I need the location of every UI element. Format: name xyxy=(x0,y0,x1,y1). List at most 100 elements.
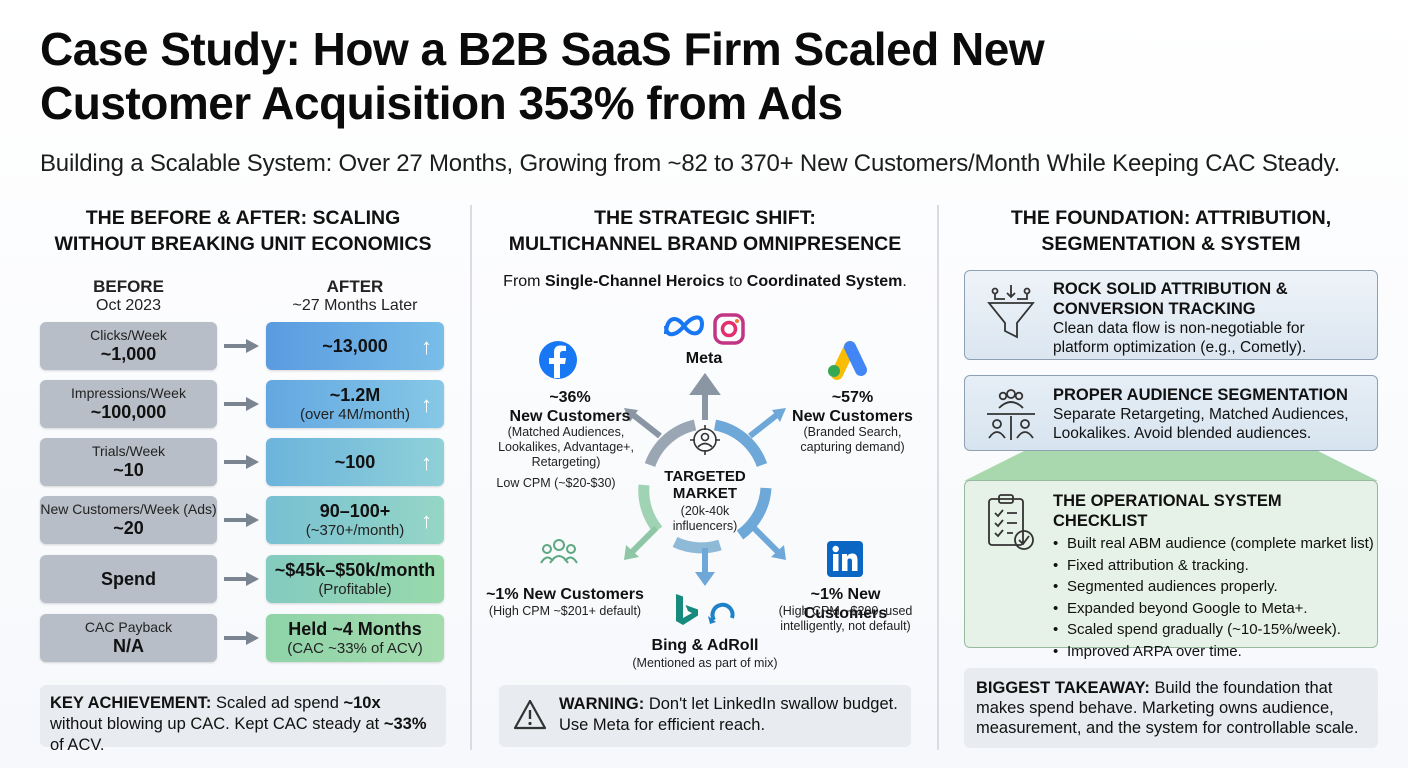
center-sub-1: (20k-40k xyxy=(680,504,730,518)
key-text-3: of ACV. xyxy=(50,736,105,754)
facebook-details: (Matched Audiences, Lookalikes, Advantag… xyxy=(486,425,646,470)
adroll-icon xyxy=(708,602,735,624)
ring-segment xyxy=(644,419,697,468)
g-pct: ~57% xyxy=(831,389,874,406)
arrow-right-icon xyxy=(224,455,259,469)
metric-label: New Customers/Week (Ads) xyxy=(40,501,217,517)
warning-icon xyxy=(513,699,547,730)
fb-cpm: Low CPM (~$20-$30) xyxy=(496,476,616,490)
segmentation-panel: PROPER AUDIENCE SEGMENTATION Separate Re… xyxy=(964,375,1378,451)
right-column-heading: THE FOUNDATION: ATTRIBUTION, SEGMENTATIO… xyxy=(964,205,1378,257)
panel-connector xyxy=(964,451,1378,481)
warning-label: WARNING: xyxy=(559,695,645,713)
arrow-down-left xyxy=(629,525,659,555)
after-impressions: ~1.2M (over 4M/month) ↑ xyxy=(266,380,444,428)
before-value: Spend xyxy=(100,568,156,589)
checklist-item: Built real ABM audience (complete market… xyxy=(1053,533,1375,555)
fb-sub-2: Lookalikes, Advantage+, xyxy=(498,440,634,454)
divider-left xyxy=(470,205,472,750)
after-value: ~$45k–$50k/month xyxy=(274,560,436,580)
p1-text-2: platform optimization (e.g., Cometly). xyxy=(1053,339,1307,356)
arrow-up-icon: ↑ xyxy=(421,334,432,359)
center-sub-2: influencers) xyxy=(672,519,738,533)
meta-logo-icon xyxy=(664,315,705,337)
after-sub: (Profitable) xyxy=(318,581,392,598)
bing-icon xyxy=(676,594,698,625)
arrow-right-icon xyxy=(224,513,259,527)
arrow-right-icon xyxy=(224,339,259,353)
arrow-right-icon xyxy=(224,631,259,645)
p1-title-1: ROCK SOLID ATTRIBUTION & xyxy=(1053,280,1288,298)
metric-label: Clicks/Week xyxy=(90,327,167,343)
metric-label: Trials/Week xyxy=(91,443,166,459)
channel-hub-diagram xyxy=(624,372,786,586)
key-achievement-label: KEY ACHIEVEMENT: xyxy=(50,694,212,712)
sub-post: . xyxy=(902,273,907,290)
before-value: N/A xyxy=(113,636,144,656)
ring-segment xyxy=(713,419,768,468)
g-title: New Customers xyxy=(792,408,913,425)
clipboard-check-icon xyxy=(988,494,1034,550)
before-trials: Trials/Week ~10 xyxy=(40,438,217,486)
checklist-item: Segmented audiences properly. xyxy=(1053,576,1375,598)
after-value: Held ~4 Months xyxy=(288,619,422,639)
middle-heading-line-2: MULTICHANNEL BRAND OMNIPRESENCE xyxy=(508,233,902,255)
after-sub: (over 4M/month) xyxy=(299,406,411,423)
center-line-2: MARKET xyxy=(672,485,738,502)
g-sub-1: (Branded Search, xyxy=(803,425,902,439)
key-achievement-box: KEY ACHIEVEMENT: Scaled ad spend ~10x wi… xyxy=(40,685,446,754)
page-title: Case Study: How a B2B SaaS Firm Scaled N… xyxy=(40,22,1340,130)
bing-adroll-label: Bing & AdRoll xyxy=(651,637,759,654)
before-value: ~1,000 xyxy=(100,344,157,364)
before-date: Oct 2023 xyxy=(96,297,161,314)
fb-sub-1: (Matched Audiences, xyxy=(507,425,625,439)
before-value: ~20 xyxy=(113,518,144,538)
ring-segment xyxy=(672,536,722,554)
after-new-customers: 90–100+ (~370+/month) ↑ xyxy=(266,496,444,544)
arrow-up-icon: ↑ xyxy=(421,392,432,417)
checklist-panel: THE OPERATIONAL SYSTEM CHECKLIST Built r… xyxy=(964,480,1378,662)
page-subtitle: Building a Scalable System: Over 27 Mont… xyxy=(40,150,1341,177)
google-details: (Branded Search, capturing demand) xyxy=(790,425,915,455)
after-clicks: ~13,000 ↑ xyxy=(266,322,444,370)
after-spend: ~$45k–$50k/month (Profitable) xyxy=(266,555,444,603)
warning-box: WARNING: Don't let LinkedIn swallow budg… xyxy=(499,685,911,747)
after-date: ~27 Months Later xyxy=(292,297,418,314)
center-line-1: TARGETED xyxy=(664,468,746,485)
li-sub-2: intelligently, not default) xyxy=(780,619,911,633)
key-text-1: Scaled ad spend xyxy=(211,694,344,712)
arrow-up-right xyxy=(748,411,780,439)
checklist-item: Fixed attribution & tracking. xyxy=(1053,555,1375,577)
after-cac-payback: Held ~4 Months (CAC ~33% of ACV) xyxy=(266,614,444,662)
key-bold-2: ~10x xyxy=(343,694,381,712)
sub-pre: From xyxy=(503,273,545,290)
attribution-panel: ROCK SOLID ATTRIBUTION & CONVERSION TRAC… xyxy=(964,270,1378,360)
before-spend: Spend xyxy=(40,555,217,603)
p2-text-1: Separate Retargeting, Matched Audiences, xyxy=(1053,406,1349,423)
p2-text-2: Lookalikes. Avoid blended audiences. xyxy=(1053,425,1312,442)
left-heading-line-2: WITHOUT BREAKING UNIT ECONOMICS xyxy=(54,233,432,255)
checklist-item: Improved ARPA over time. xyxy=(1053,641,1375,663)
linkedin-stat: ~1% New Customers xyxy=(803,586,888,622)
p1-title-2: CONVERSION TRACKING xyxy=(1053,300,1256,318)
before-clicks: Clicks/Week ~1,000 xyxy=(40,322,217,370)
sub-mid: to xyxy=(724,273,747,290)
before-value: ~10 xyxy=(113,460,144,480)
arrow-right-icon xyxy=(224,397,259,411)
instagram-icon xyxy=(713,313,745,345)
arrow-up-left xyxy=(630,411,662,439)
after-sub: (~370+/month) xyxy=(305,522,405,539)
facebook-stat: ~36% New Customers xyxy=(500,388,640,426)
p1-text-1: Clean data flow is non-negotiable for xyxy=(1053,320,1305,337)
after-value: ~1.2M xyxy=(329,385,381,405)
meta-label: Meta xyxy=(685,350,723,367)
p2-title: PROPER AUDIENCE SEGMENTATION xyxy=(1053,386,1348,404)
other-details: (High CPM ~$201+ default) xyxy=(488,604,642,618)
divider-right xyxy=(937,205,939,750)
after-trials: ~100 ↑ xyxy=(266,438,444,486)
checklist: Built real ABM audience (complete market… xyxy=(1053,533,1375,662)
title-line-1: Case Study: How a B2B SaaS Firm Scaled N… xyxy=(40,23,1045,75)
right-heading-line-2: SEGMENTATION & SYSTEM xyxy=(1041,233,1301,255)
targeted-market-sub: (20k-40k influencers) xyxy=(630,504,780,534)
takeaway-text: Build the foundation that makes spend be… xyxy=(976,679,1359,737)
